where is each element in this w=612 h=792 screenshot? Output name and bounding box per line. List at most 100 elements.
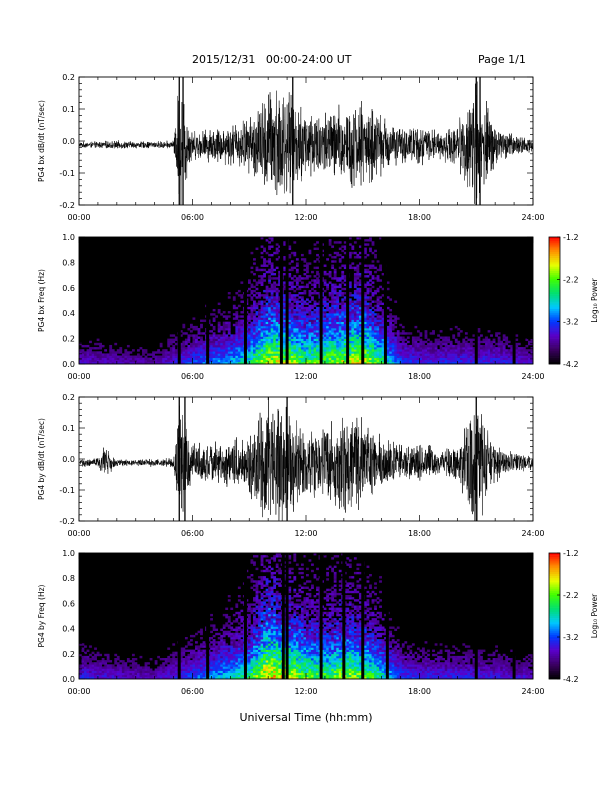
spectrogram-cell [331, 340, 335, 344]
spectrogram-cell [326, 272, 329, 276]
spectrogram-cell [457, 359, 461, 363]
spectrogram-cell [316, 272, 319, 276]
spectrogram-cell [169, 353, 173, 356]
spectrogram-cell [212, 662, 216, 665]
spectrogram-cell [260, 344, 264, 348]
spectrogram-cell [270, 285, 274, 289]
spectrogram-cell [220, 342, 224, 346]
spectrogram-cell [84, 361, 87, 365]
spectrogram-cell [137, 357, 140, 361]
spectrogram-cell [237, 616, 241, 619]
spectrogram-cell [137, 355, 140, 358]
spectrogram-cell [432, 353, 435, 356]
spectrogram-cell [184, 672, 188, 676]
spectrogram-cell [179, 344, 183, 348]
spectrogram-cell [401, 325, 405, 329]
spectrogram-cell [195, 632, 198, 636]
spectrogram-cell [462, 351, 466, 354]
spectrogram-cell [457, 347, 461, 350]
spectrogram-cell [217, 660, 221, 663]
spectrogram-cell [333, 289, 337, 293]
spectrogram-cell [227, 357, 231, 361]
spectrogram-cell [364, 298, 367, 301]
spectrogram-cell [195, 658, 198, 661]
spectrogram-cell [338, 266, 342, 270]
spectrogram-cell [237, 321, 241, 325]
spectrogram-cell [316, 302, 319, 306]
spectrogram-cell [240, 353, 244, 356]
spectrogram-cell [179, 655, 183, 659]
spectrogram-cell [303, 325, 307, 329]
spectrogram-cell [147, 662, 150, 665]
spectrogram-cell [358, 311, 362, 314]
spectrogram-cell [220, 655, 224, 659]
spectrogram-cell [351, 347, 355, 350]
spectrogram-cell [265, 349, 269, 352]
spectrogram-cell [348, 330, 352, 333]
spectrogram-cell [449, 355, 453, 358]
spectrogram-cell [432, 349, 435, 352]
spectrogram-cell [356, 332, 360, 335]
spectrogram-cell [300, 253, 304, 257]
spectrogram-cell [308, 275, 312, 278]
spectrogram-cell [263, 289, 266, 293]
spectrogram-cell [323, 338, 327, 342]
spectrogram-cell [270, 359, 274, 363]
spectrogram-cell [197, 658, 201, 661]
spectrogram-cell [159, 676, 163, 680]
spectrogram-cell [212, 649, 216, 652]
spectrogram-cell [331, 330, 335, 333]
spectrogram-cell [273, 313, 277, 316]
spectrogram-cell [348, 334, 352, 337]
spectrogram-cell [343, 353, 347, 356]
spectrogram-gap [285, 237, 289, 364]
spectrogram-cell [192, 670, 196, 673]
spectrogram-cell [268, 289, 271, 293]
spectrogram-cell [288, 298, 292, 301]
spectrogram-cell [86, 359, 90, 363]
panel-by-spectrogram: 00:00 06:00 12:00 18:00 24:001.00.80.60.40.2… [37, 549, 545, 696]
spectrogram-cell [288, 302, 292, 306]
spectrogram-cell [482, 361, 486, 365]
spectrogram-cell [91, 355, 95, 358]
spectrogram-cell [439, 344, 443, 348]
spectrogram-cell [343, 247, 347, 250]
spectrogram-cell [227, 664, 231, 667]
spectrogram-cell [338, 325, 342, 329]
spectrogram-cell [258, 308, 261, 312]
spectrogram-cell [265, 317, 269, 320]
spectrogram-cell [328, 361, 332, 365]
spectrogram-cell [353, 340, 357, 344]
spectrogram-cell [351, 321, 355, 325]
spectrogram-cell [328, 347, 332, 350]
spectrogram-cell [195, 351, 198, 354]
spectrogram-cell [225, 325, 229, 329]
spectrogram-cell [323, 344, 327, 348]
spectrogram-cell [270, 283, 274, 286]
spectrogram-cell [464, 332, 468, 335]
spectrogram-cell [260, 359, 264, 363]
spectrogram-cell [210, 660, 213, 663]
spectrogram-cell [391, 349, 395, 352]
spectrogram-cell [525, 359, 529, 363]
spectrogram-cell [111, 670, 115, 673]
spectrogram-cell [358, 313, 362, 316]
spectrogram-cell [333, 357, 337, 361]
spectrogram-cell [530, 353, 534, 356]
spectrogram-cell [389, 325, 393, 329]
spectrogram-cell [341, 336, 345, 339]
spectrogram-cell [182, 666, 186, 669]
spectrogram-cell [343, 311, 347, 314]
spectrogram-cell [328, 270, 332, 274]
spectrogram-cell [356, 357, 360, 361]
spectrogram-cell [111, 353, 115, 356]
spectrogram-cell [477, 336, 481, 339]
spectrogram-cell [414, 349, 418, 352]
spectrogram-cell [333, 317, 337, 320]
spectrogram-cell [154, 668, 158, 671]
spectrogram-cell [369, 298, 372, 301]
spectrogram-cell [467, 351, 471, 354]
spectrogram-cell [288, 359, 292, 363]
spectrogram-cell [389, 330, 393, 333]
spectrogram-cell [376, 304, 380, 308]
